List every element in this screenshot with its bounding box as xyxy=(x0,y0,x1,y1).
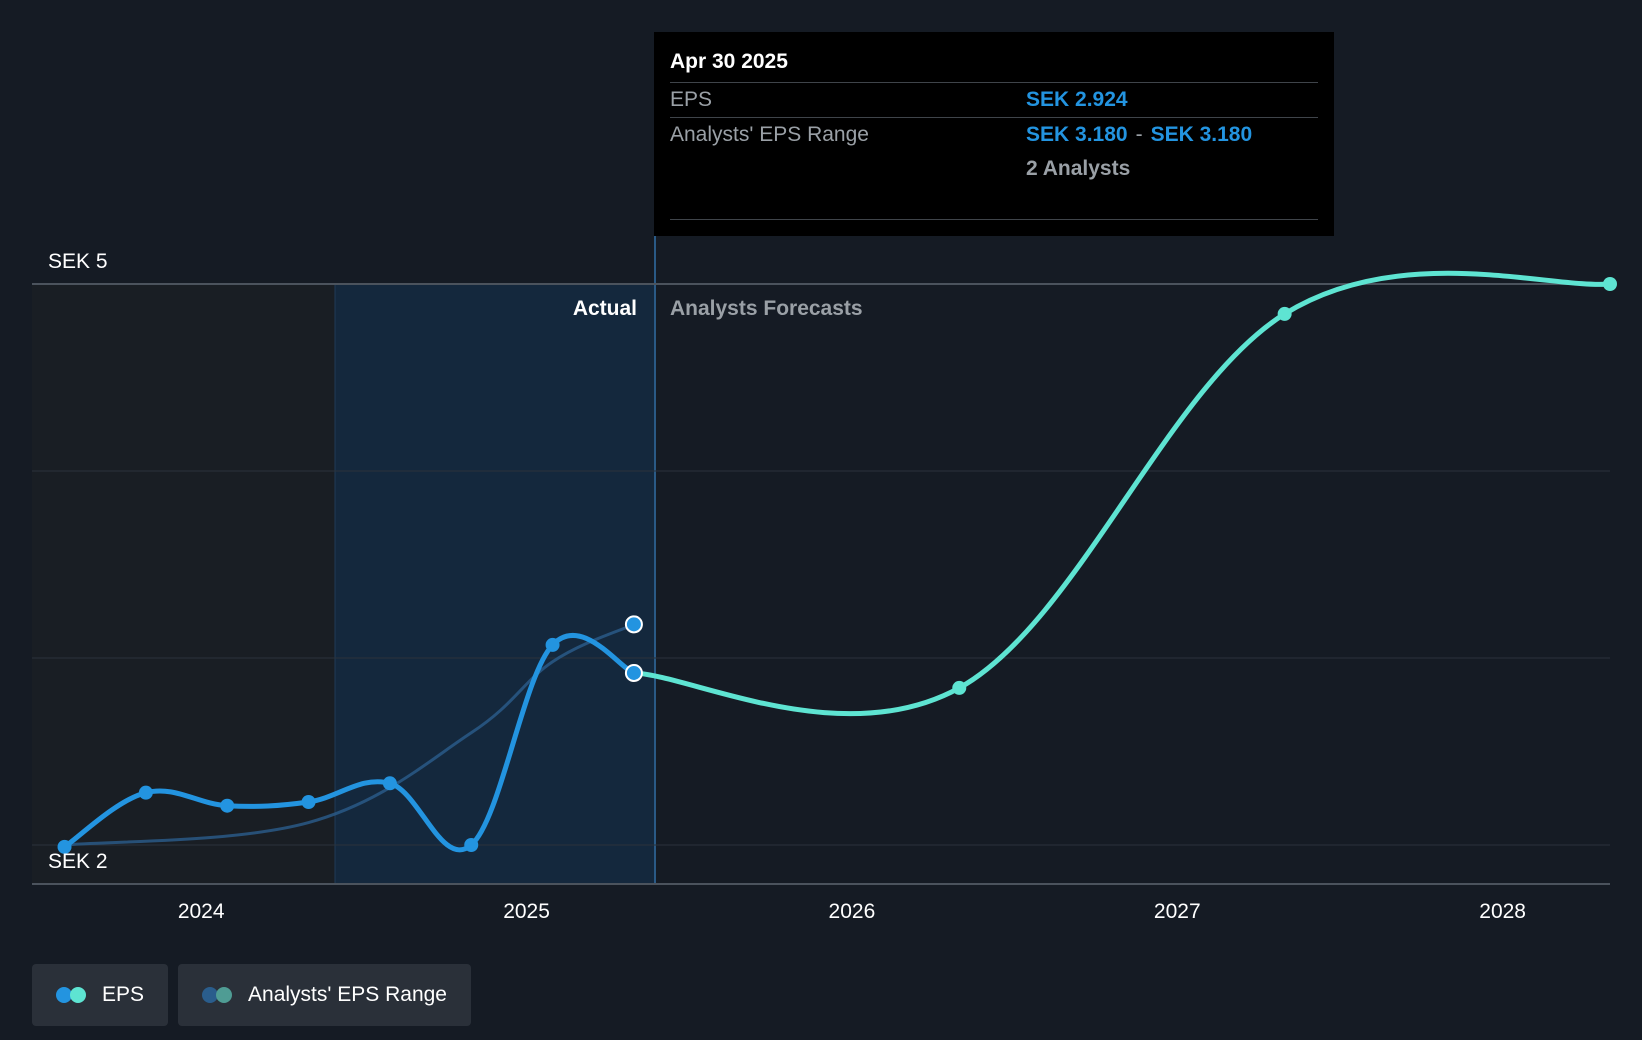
actual-data-point xyxy=(220,798,235,813)
tooltip-date: Apr 30 2025 xyxy=(670,32,1318,83)
tooltip-eps-row: EPS SEK 2.924 xyxy=(670,83,1318,118)
range-series-line xyxy=(63,622,636,847)
highlight-marker xyxy=(624,615,643,634)
tooltip-range-high: SEK 3.180 xyxy=(1150,123,1253,146)
tooltip-eps-label: EPS xyxy=(670,88,713,111)
forecast-data-point xyxy=(952,680,967,695)
legend-item-range[interactable]: Analysts' EPS Range xyxy=(178,964,471,1026)
tooltip-range-row: Analysts' EPS Range SEK 3.180 - SEK 3.18… xyxy=(670,118,1318,152)
forecast-data-point xyxy=(1277,306,1292,321)
tooltip-range-label: Analysts' EPS Range xyxy=(670,123,869,146)
x-tick-label: 2027 xyxy=(1154,900,1201,923)
highlight-marker xyxy=(624,663,643,682)
eps-swatch-icon xyxy=(56,987,86,1003)
past-shade xyxy=(32,284,335,884)
actual-data-point xyxy=(464,838,479,852)
actual-data-point xyxy=(138,785,153,800)
forecast-region-label: Analysts Forecasts xyxy=(670,297,863,320)
actual-data-point xyxy=(57,839,72,854)
legend-eps-label: EPS xyxy=(102,983,145,1006)
tooltip-divider xyxy=(670,219,1318,220)
legend-range-label: Analysts' EPS Range xyxy=(248,983,447,1006)
tooltip-eps-value: SEK 2.924 xyxy=(1026,88,1128,111)
y-tick-label: SEK 5 xyxy=(48,250,108,273)
x-tick-label: 2025 xyxy=(503,900,550,923)
tooltip: Apr 30 2025 EPS SEK 2.924 Analysts' EPS … xyxy=(654,32,1334,236)
legend: EPS Analysts' EPS Range xyxy=(32,964,471,1026)
forecast-data-point xyxy=(1603,277,1617,291)
actual-data-point xyxy=(382,776,397,791)
actual-data-point xyxy=(545,637,560,652)
x-tick-label: 2028 xyxy=(1479,900,1526,923)
x-tick-label: 2026 xyxy=(829,900,876,923)
y-tick-label: SEK 2 xyxy=(48,850,108,873)
tooltip-range-low: SEK 3.180 xyxy=(1026,123,1128,146)
x-tick-label: 2024 xyxy=(178,900,225,923)
actual-region-label: Actual xyxy=(573,297,637,320)
tooltip-range-separator: - xyxy=(1135,123,1143,146)
legend-item-eps[interactable]: EPS xyxy=(32,964,169,1026)
forecast-series-line xyxy=(631,270,1613,717)
tooltip-analysts-count: 2 Analysts xyxy=(1026,157,1131,180)
actual-data-point xyxy=(301,794,316,809)
range-swatch-icon xyxy=(202,987,233,1003)
